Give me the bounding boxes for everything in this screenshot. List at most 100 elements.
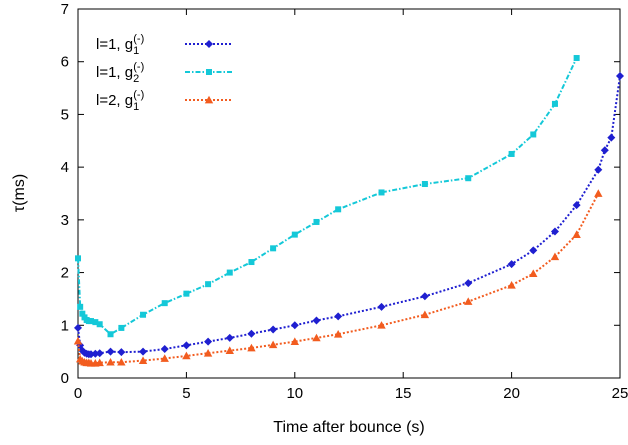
data-point (507, 281, 516, 289)
x-tick-label: 0 (74, 385, 82, 402)
data-point (106, 347, 115, 356)
data-point (312, 333, 321, 342)
y-tick-label: 4 (61, 159, 69, 176)
data-point (551, 100, 558, 107)
data-point (594, 189, 603, 197)
data-point (333, 330, 343, 338)
y-axis-title: τ(ms) (11, 174, 28, 212)
data-point (118, 324, 125, 331)
legend-item-1: l=1, g1(-) (96, 33, 233, 57)
x-axis-title: Time after bounce (s) (273, 419, 424, 436)
data-point (140, 311, 147, 318)
data-point (334, 312, 343, 321)
data-point (226, 269, 233, 276)
legend-item-3: l=2, g1(-) (96, 89, 233, 113)
x-tick-label: 15 (395, 385, 412, 402)
series-line (77, 57, 578, 336)
y-tick-label: 1 (61, 317, 69, 334)
data-point (572, 201, 581, 210)
series-line (77, 193, 600, 365)
data-point (377, 302, 386, 311)
data-point (203, 349, 213, 357)
y-tick-label: 6 (61, 54, 69, 71)
y-tick-label: 7 (61, 1, 69, 18)
data-point (378, 189, 385, 196)
data-point (92, 319, 99, 326)
data-point (107, 331, 114, 338)
data-point (205, 281, 212, 288)
data-point (95, 349, 104, 358)
series-3 (73, 189, 603, 367)
legend-item-2: l=1, g2(-) (96, 61, 233, 85)
data-point (138, 356, 148, 364)
data-point (269, 325, 278, 334)
y-tick-label: 5 (61, 106, 69, 123)
data-point (550, 227, 559, 236)
data-point (573, 55, 580, 62)
legend-label: l=1, g1(-) (96, 33, 144, 57)
data-point (79, 310, 86, 317)
x-tick-label: 25 (612, 385, 628, 402)
data-point (248, 259, 255, 266)
data-point (464, 279, 473, 288)
data-point (247, 343, 256, 352)
data-point (183, 290, 190, 297)
x-tick-label: 5 (182, 385, 190, 402)
data-point (96, 321, 103, 328)
axis-ticks: 0 5 10 15 20 25 0 1 2 3 4 5 6 7 (61, 1, 628, 402)
data-point (607, 133, 616, 142)
series-line (77, 75, 621, 356)
data-point (464, 297, 473, 305)
legend-marker (204, 95, 214, 104)
series-layer (73, 55, 624, 367)
data-point (290, 337, 299, 345)
data-point (465, 175, 472, 182)
data-point (290, 321, 299, 330)
legend-label: l=2, g1(-) (96, 89, 144, 113)
data-point (594, 165, 603, 174)
data-point (95, 358, 104, 367)
data-point (529, 269, 538, 277)
data-point (106, 357, 115, 366)
data-point (600, 146, 609, 155)
data-point (421, 181, 428, 188)
data-point (117, 357, 126, 366)
data-point (420, 292, 429, 301)
series-2 (75, 55, 580, 338)
data-point (550, 252, 560, 261)
data-point (88, 318, 95, 325)
data-point (117, 348, 126, 357)
data-point (77, 303, 84, 310)
y-tick-label: 2 (61, 265, 69, 282)
x-tick-label: 20 (503, 385, 520, 402)
data-point (335, 206, 342, 213)
data-point (182, 341, 191, 350)
y-tick-label: 0 (61, 370, 69, 387)
data-point (616, 71, 624, 80)
data-point (182, 351, 191, 360)
legend-marker (206, 69, 212, 75)
data-point (204, 337, 213, 346)
data-point (420, 310, 430, 319)
data-point (507, 260, 516, 269)
data-point (291, 231, 298, 238)
data-point (313, 218, 320, 225)
data-point (247, 329, 256, 338)
data-point (268, 340, 278, 349)
data-point (508, 150, 515, 157)
legend: l=1, g1(-) l=1, g2(-) l=2, g1(-) (96, 33, 233, 113)
data-point (529, 246, 538, 255)
legend-label: l=1, g2(-) (96, 61, 144, 85)
y-tick-label: 3 (61, 212, 69, 229)
data-point (225, 346, 234, 354)
data-point (161, 300, 168, 307)
data-point (73, 336, 83, 345)
data-point (75, 255, 81, 262)
data-point (139, 347, 148, 356)
data-point (312, 316, 321, 325)
data-point (160, 345, 169, 354)
data-point (377, 321, 386, 329)
data-point (572, 230, 581, 238)
